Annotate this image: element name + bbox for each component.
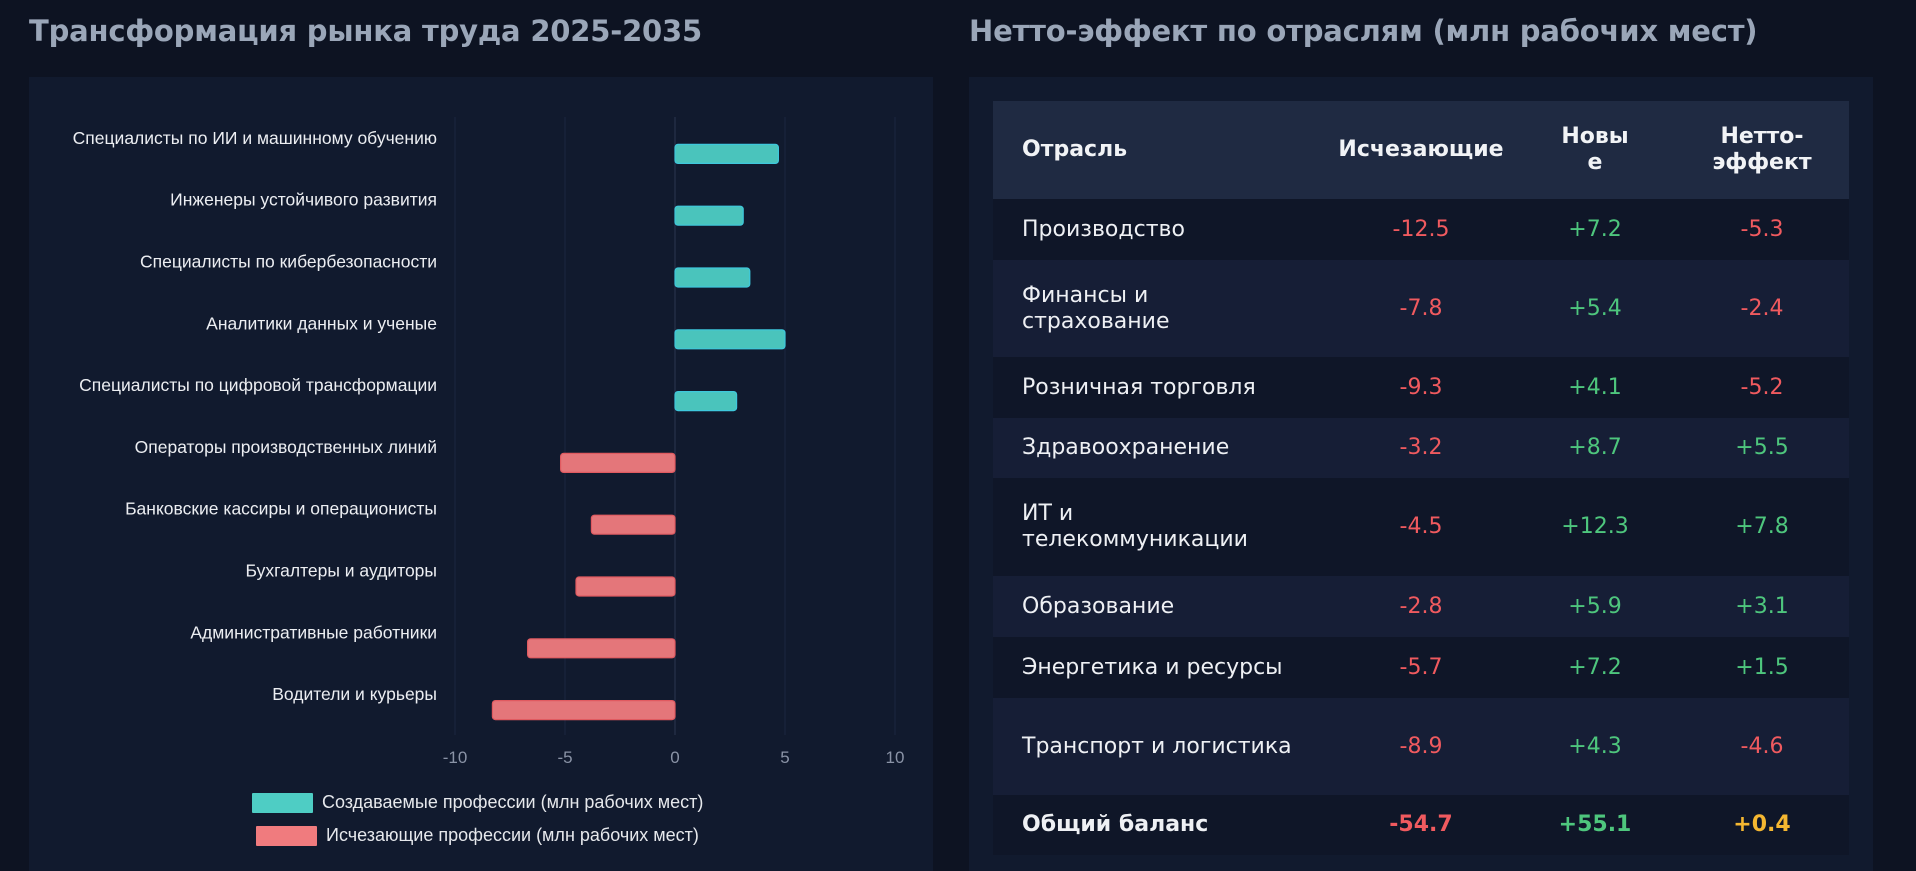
bar-created [674,205,744,226]
cell-net: +3.1 [1675,576,1849,637]
cell-sector: Производство [993,199,1327,260]
cell-total-lost: -54.7 [1327,795,1515,855]
cell-lost: -12.5 [1327,199,1515,260]
bar-disappearing [491,699,676,721]
x-tick-label: -10 [443,748,468,767]
table-total-row: Общий баланс -54.7 +55.1 +0.4 [993,795,1849,855]
bar-disappearing [559,452,676,473]
bar-created [674,267,751,288]
header-sector: Отрасль [993,101,1327,199]
y-category-label: Специалисты по цифровой трансформации [79,375,437,395]
table-row: ИТ и телекоммуникации -4.5 +12.3 +7.8 [993,478,1849,576]
legend-label-created: Создаваемые профессии (млн рабочих мест) [322,792,704,812]
cell-new: +4.1 [1515,357,1675,418]
cell-lost: -5.7 [1327,637,1515,698]
bar-created [674,391,738,412]
legend-item-disappearing: Исчезающие профессии (млн рабочих мест) [252,819,703,852]
cell-net: -2.4 [1675,260,1849,357]
cell-total-label: Общий баланс [993,795,1327,855]
cell-net: +1.5 [1675,637,1849,698]
x-tick-label: -5 [557,748,572,767]
y-category-label: Водители и курьеры [272,684,437,704]
cell-lost: -9.3 [1327,357,1515,418]
y-category-label: Административные работники [190,622,437,642]
legend-swatch-disappearing [256,825,317,846]
table-row: Энергетика и ресурсы -5.7 +7.2 +1.5 [993,637,1849,698]
table-row: Розничная торговля -9.3 +4.1 -5.2 [993,357,1849,418]
table-row: Образование -2.8 +5.9 +3.1 [993,576,1849,637]
cell-lost: -2.8 [1327,576,1515,637]
cell-sector-line1: Финансы и [1022,282,1149,308]
cell-sector: Розничная торговля [993,357,1327,418]
bar-created [674,329,786,350]
cell-sector: Энергетика и ресурсы [993,637,1327,698]
table-card: Отрасль Исчезающие Новы е Нетто- эффект … [969,77,1873,871]
y-category-label: Бухгалтеры и аудиторы [246,561,437,581]
cell-lost: -8.9 [1327,698,1515,795]
bar-disappearing [575,576,676,597]
header-new: Новы е [1515,101,1675,199]
cell-sector: ИТ и телекоммуникации [993,478,1327,576]
x-tick-label: 0 [670,748,679,767]
y-category-label: Специалисты по ИИ и машинному обучению [73,128,437,148]
cell-sector: Образование [993,576,1327,637]
cell-new: +4.3 [1515,698,1675,795]
cell-new: +8.7 [1515,418,1675,478]
cell-new: +7.2 [1515,637,1675,698]
cell-lost: -3.2 [1327,418,1515,478]
x-tick-label: 10 [886,748,905,767]
cell-net: +7.8 [1675,478,1849,576]
cell-new: +5.4 [1515,260,1675,357]
cell-total-new: +55.1 [1515,795,1675,855]
y-category-label: Инженеры устойчивого развития [170,190,437,210]
cell-net: +5.5 [1675,418,1849,478]
cell-sector-line1: ИТ и [1022,501,1074,526]
table-row: Финансы и страхование -7.8 +5.4 -2.4 [993,260,1849,357]
bar-created [674,143,780,165]
header-new-line1: Новы [1561,124,1629,149]
y-category-label: Аналитики данных и ученые [206,313,437,333]
header-lost: Исчезающие [1327,101,1515,199]
table-row: Производство -12.5 +7.2 -5.3 [993,199,1849,260]
bar-chart: -10 -5 0 5 10 Специалисты по ИИ и машинному о… [73,117,905,767]
cell-new: +7.2 [1515,199,1675,260]
legend-label-disappearing: Исчезающие профессии (млн рабочих мест) [326,825,699,845]
cell-new: +5.9 [1515,576,1675,637]
cell-sector: Транспорт и логистика [993,698,1327,795]
cell-net: -4.6 [1675,698,1849,795]
bar-disappearing [590,514,676,535]
table-row: Транспорт и логистика -8.9 +4.3 -4.6 [993,698,1849,795]
cell-sector-line2: страхование [1022,308,1170,334]
cell-sector-line2: телекоммуникации [1022,527,1248,552]
header-new-line2: е [1587,150,1603,175]
y-category-label: Специалисты по кибербезопасности [140,252,437,272]
cell-sector: Здравоохранение [993,418,1327,478]
table-header-row: Отрасль Исчезающие Новы е Нетто- эффект [993,101,1849,199]
cell-total-net: +0.4 [1675,795,1849,855]
cell-net: -5.2 [1675,357,1849,418]
bar-disappearing [527,638,676,659]
cell-new: +12.3 [1515,478,1675,576]
cell-sector: Финансы и страхование [993,260,1327,357]
chart-legend: Создаваемые профессии (млн рабочих мест)… [252,786,703,852]
table-row: Здравоохранение -3.2 +8.7 +5.5 [993,418,1849,478]
cell-lost: -7.8 [1327,260,1515,357]
chart-card: -10 -5 0 5 10 Специалисты по ИИ и машинному о… [29,77,933,871]
legend-swatch-created [252,792,313,813]
legend-item-created: Создаваемые профессии (млн рабочих мест) [252,786,703,819]
x-tick-label: 5 [780,748,789,767]
y-category-label: Операторы производственных линий [135,437,437,457]
cell-lost: -4.5 [1327,478,1515,576]
y-category-label: Банковские кассиры и операционисты [125,499,437,519]
table-title: Нетто-эффект по отраслям (млн рабочих ме… [969,14,1758,48]
header-net-line1: Нетто- [1720,124,1804,149]
sector-table: Отрасль Исчезающие Новы е Нетто- эффект … [993,101,1849,855]
chart-title: Трансформация рынка труда 2025-2035 [29,14,702,48]
header-net-line2: эффект [1712,150,1812,175]
header-net: Нетто- эффект [1675,101,1849,199]
cell-net: -5.3 [1675,199,1849,260]
